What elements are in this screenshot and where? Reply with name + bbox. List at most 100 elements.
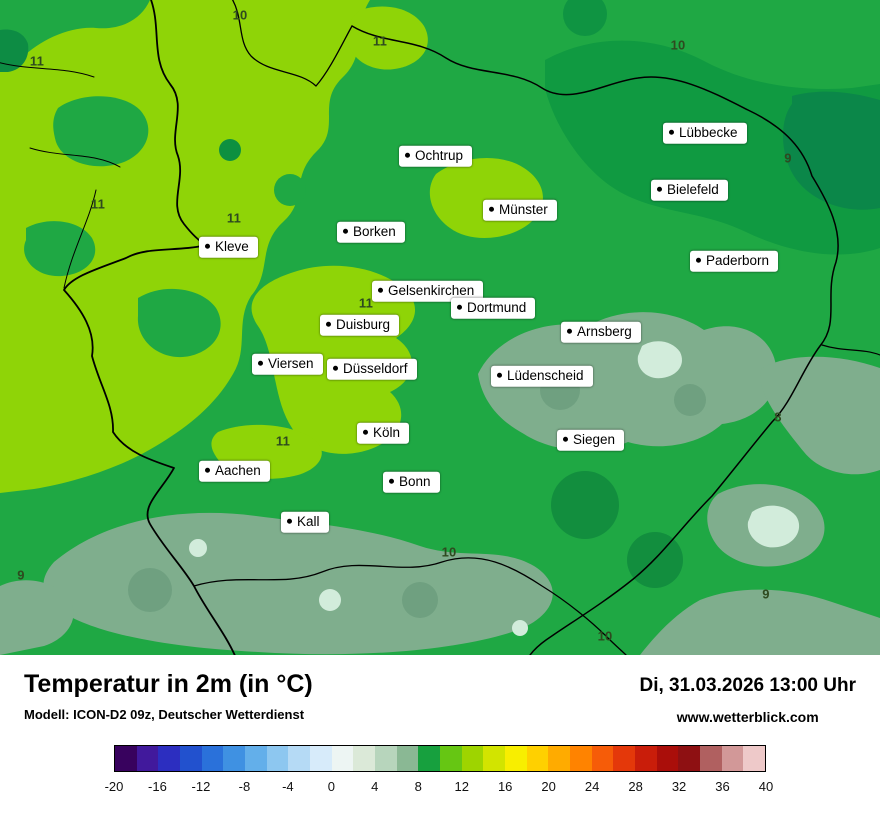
border-state-top [231,0,353,87]
region-darker-green-corner [782,91,880,210]
city-dot-icon [326,322,331,327]
city-marker: Viersen [252,353,323,375]
color-scale-segment [288,746,311,771]
color-scale-segment [526,746,549,771]
city-dot-icon [333,366,338,371]
city-label: Lüdenscheid [507,367,584,383]
color-scale-tick: 32 [671,779,687,794]
color-scale: -20 -16 -12 -8 -4 0 4 8 12 16 20 24 28 32 36 40 [105,745,774,799]
city-dot-icon [696,258,701,263]
header-left: Temperatur in 2m (in °C) Modell: ICON-D2… [24,670,313,722]
color-scale-tick: 40 [758,779,774,794]
color-scale-segment [570,746,592,771]
map-datetime: Di, 31.03.2026 13:00 Uhr [639,675,856,696]
color-scale-segment [136,746,159,771]
color-scale-segment [201,746,224,771]
color-scale-segment [678,746,701,771]
temp-value-label: 11 [372,33,388,49]
temp-value-label: 10 [597,628,613,644]
region-dark-sage-2 [674,384,706,416]
region-mint-1 [637,341,682,379]
temp-value-label: 11 [29,53,45,69]
color-scale-segment [505,746,527,771]
header-right: Di, 31.03.2026 13:00 Uhr www.wetterblick… [639,670,856,725]
color-scale-segment [245,746,267,771]
color-scale-segment [461,746,484,771]
city-dot-icon [258,361,263,366]
city-marker: Borken [337,221,405,243]
color-scale-segment [656,746,679,771]
city-marker: Köln [357,422,410,444]
city-label: Ochtrup [415,147,464,163]
temp-value-label: 8 [774,409,782,425]
color-scale-tick: -20 [104,779,124,794]
temp-value-label: 10 [232,7,248,23]
color-scale-tick: -12 [191,779,211,794]
region-sage-east [760,356,880,475]
city-marker: Paderborn [690,250,779,272]
city-dot-icon [457,305,462,310]
region-mint-3 [319,589,341,611]
border-state-northeast [351,25,839,655]
region-dark-green-south-2 [627,532,683,588]
region-dark-green-south-1 [551,471,619,539]
color-scale-tick: 8 [414,779,422,794]
city-dot-icon [497,373,502,378]
region-sage-bottomleft [0,580,74,655]
city-marker: Kleve [199,236,258,258]
region-dark-spot-1 [219,139,241,161]
temp-value-label: 10 [670,37,686,53]
color-scale-segment [635,746,657,771]
temp-value-label: 9 [17,567,25,583]
region-green-corner [0,0,150,72]
region-dark-sage-3 [128,568,172,612]
temp-value-label: 11 [90,196,106,212]
color-scale-segment [180,746,202,771]
region-mint-4 [512,620,528,636]
region-dark-spot-top [563,0,607,36]
city-label: Duisburg [336,316,391,332]
color-scale-ticks: -20 -16 -12 -8 -4 0 4 8 12 16 20 24 28 32 36 40 [105,779,774,799]
map-header: Temperatur in 2m (in °C) Modell: ICON-D2… [0,655,880,725]
color-scale-segment [483,746,506,771]
region-green-patch-4 [274,174,306,206]
color-scale-tick: 36 [715,779,730,794]
city-label: Borken [353,223,396,239]
temp-value-label: 10 [441,544,457,560]
temp-value-label: 11 [275,433,291,449]
region-green-patch-3 [24,221,96,277]
color-scale-tick: 4 [371,779,379,794]
color-scale-segment [591,746,614,771]
city-dot-icon [287,519,292,524]
city-label: Gelsenkirchen [388,282,475,298]
region-sage-south [43,512,553,655]
model-info: Modell: ICON-D2 09z, Deutscher Wetterdie… [24,707,305,722]
color-scale-segment [418,746,441,771]
color-scale-segment [375,746,397,771]
city-dot-icon [657,187,662,192]
city-dot-icon [563,437,568,442]
color-scale-segment [310,746,332,771]
city-dot-icon [567,329,572,334]
color-scale-tick: 16 [497,779,513,794]
color-scale-tick: 28 [628,779,643,794]
border-state-south [193,557,627,655]
color-scale-segment [331,746,354,771]
city-label: Dortmund [467,299,527,315]
region-sage-sauerland [478,312,777,451]
color-scale-segment [115,746,137,771]
city-markers: Lübbecke Ochtrup Bielefeld Münster Borken Kle… [199,122,779,533]
city-dot-icon [489,207,494,212]
color-scale-segment [743,746,766,771]
city-marker: Kall [281,511,329,533]
city-label: Arnsberg [577,323,632,339]
border-state-east [821,344,880,356]
city-label: Lübbecke [679,124,738,140]
city-dot-icon [205,468,210,473]
city-label: Paderborn [706,252,770,268]
city-dot-icon [378,288,383,293]
city-marker: Duisburg [320,314,400,336]
color-scale-tick: -4 [282,779,294,794]
region-green-patch-2 [137,288,221,358]
city-dot-icon [343,229,348,234]
